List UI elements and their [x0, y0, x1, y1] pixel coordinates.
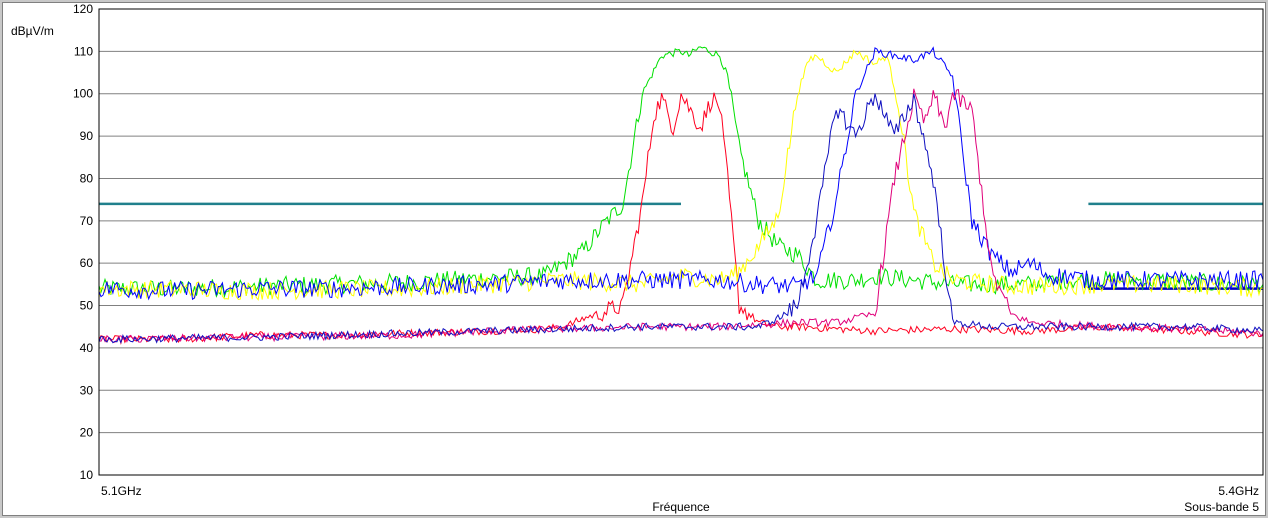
trace-lines	[98, 46, 1264, 346]
y-tick-label: 80	[80, 171, 94, 185]
y-tick-label: 40	[80, 341, 94, 355]
trace-line	[98, 46, 1264, 299]
trace-line	[98, 88, 1264, 343]
trace-line	[98, 46, 1264, 301]
x-axis-label: Fréquence	[652, 500, 710, 514]
y-tick-labels: 10 20 30 40 50 60 70 80 90 100 110 120	[73, 3, 93, 482]
y-tick-label: 30	[80, 383, 94, 397]
y-tick-label: 110	[74, 44, 93, 58]
y-unit-label: dBµV/m	[11, 24, 54, 38]
y-tick-label: 60	[80, 256, 94, 270]
y-tick-label: 20	[80, 426, 94, 440]
trace-line	[98, 49, 1264, 301]
y-tick-label: 100	[73, 87, 93, 101]
band-label: Sous-bande 5	[1184, 500, 1259, 514]
y-tick-label: 50	[80, 299, 94, 313]
grid-lines	[99, 8, 1263, 476]
y-tick-label: 90	[80, 129, 94, 143]
y-tick-label: 10	[80, 468, 94, 482]
limit-lines	[99, 202, 1263, 290]
x-end-label: 5.4GHz	[1218, 484, 1259, 498]
spectrum-chart: 10 20 30 40 50 60 70 80 90 100 110 120 dBµV/m 5.1GH…	[11, 3, 1264, 514]
y-tick-label: 70	[80, 214, 94, 228]
x-start-label: 5.1GHz	[101, 484, 142, 498]
plot-border	[98, 8, 1264, 476]
y-tick-label: 120	[73, 3, 93, 16]
trace-line	[98, 93, 1264, 344]
